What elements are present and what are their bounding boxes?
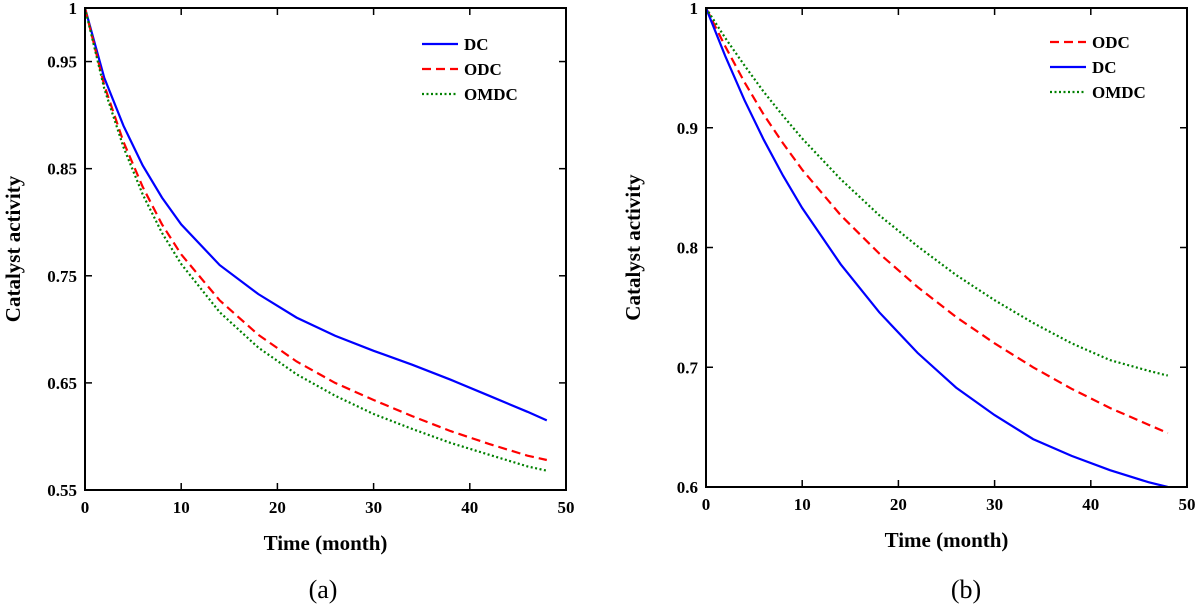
panel-label: (a) [309,575,338,604]
x-tick-label: 30 [365,498,382,517]
x-tick-label: 20 [890,495,907,514]
x-tick-label: 30 [986,495,1003,514]
legend: ODC DC OMDC [1050,33,1146,102]
x-axis-label: Time (month) [264,531,388,555]
y-tick-label: 1 [690,0,699,18]
y-tick-label: 0.65 [47,374,77,393]
y-tick-label: 1 [69,0,78,18]
x-tick-label: 40 [461,498,478,517]
x-tick-label: 10 [173,498,190,517]
panel-label: (b) [951,575,981,604]
x-tick-label: 50 [558,498,575,517]
x-tick-label: 20 [269,498,286,517]
y-tick-label: 0.8 [677,239,698,258]
chart-panel-a: 0 10 20 30 40 50 0.55 0.65 0.75 0.85 0.95 1 Time (mo… [1,0,575,604]
series-line-dc [85,8,548,422]
legend: DC ODC OMDC [422,35,518,104]
legend-label-omdc: OMDC [1092,83,1146,102]
y-axis-label: Catalyst activity [621,174,645,321]
x-tick-label: 0 [81,498,90,517]
x-tick-label: 10 [794,495,811,514]
y-tick-label: 0.6 [677,478,698,497]
legend-label-odc: ODC [464,60,502,79]
legend-label-dc: DC [1092,58,1117,77]
y-tick-label: 0.95 [47,53,77,72]
legend-label-omdc: OMDC [464,85,518,104]
x-tick-label: 0 [702,495,711,514]
x-tick-label: 40 [1082,495,1099,514]
y-tick-label: 0.9 [677,119,698,138]
plot-frame [705,7,1188,488]
y-tick-label: 0.55 [47,481,77,500]
y-tick-label: 0.85 [47,160,77,179]
x-tick-label: 50 [1179,495,1196,514]
plot-frame [84,7,567,491]
x-axis-label: Time (month) [885,528,1009,552]
legend-label-dc: DC [464,35,489,54]
legend-label-odc: ODC [1092,33,1130,52]
series-line-omdc [706,8,1169,377]
y-axis-label: Catalyst activity [1,175,25,322]
series-line-odc [706,8,1169,435]
y-tick-label: 0.7 [677,358,699,377]
series-line-dc [706,8,1169,487]
y-tick-label: 0.75 [47,267,77,286]
chart-panel-b: 0 10 20 30 40 50 0.6 0.7 0.8 0.9 1 Time (month) Cata… [621,0,1196,604]
